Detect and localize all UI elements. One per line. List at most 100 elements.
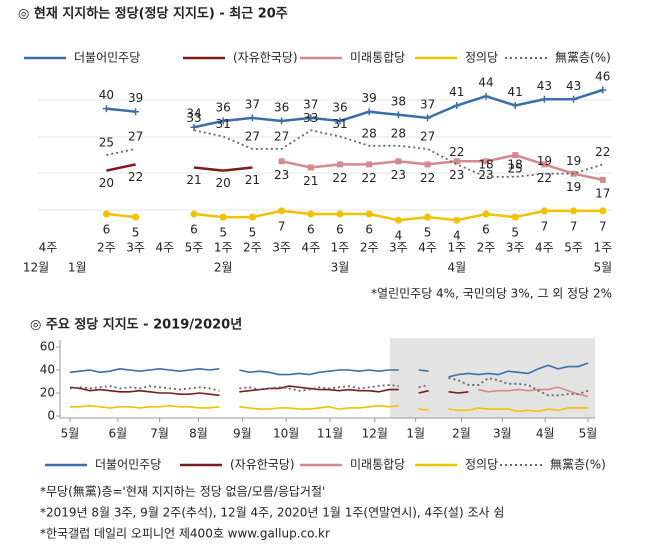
value-label: 40	[99, 88, 114, 102]
x-tick-label: 6월	[108, 427, 127, 441]
x-tick-label: 5월	[579, 427, 598, 441]
x-tick-label: 3주	[389, 241, 408, 255]
marker	[424, 161, 431, 168]
marker	[132, 108, 140, 116]
series-line	[69, 385, 220, 392]
x-tick-label: 5월	[61, 427, 80, 441]
marker	[482, 210, 490, 218]
value-label: 37	[420, 97, 435, 111]
value-label: 6	[307, 223, 315, 237]
series-line	[418, 369, 429, 372]
x-tick-label: 5주	[185, 241, 204, 255]
series-line	[106, 212, 136, 219]
chart-title: ◎ 현재 지지하는 정당(정당 지지도) - 최근 20주	[18, 6, 288, 22]
marker	[599, 207, 607, 215]
x-tick-label: 1월	[406, 427, 425, 441]
value-label: 31	[332, 117, 347, 131]
legend-label: (자유한국당)	[233, 51, 298, 65]
x-month-label: 5월	[593, 261, 612, 275]
marker	[248, 114, 256, 122]
x-tick-label: 8월	[189, 427, 208, 441]
value-label: 23	[478, 168, 493, 182]
marker	[570, 95, 578, 103]
value-label: 6	[365, 223, 373, 237]
legend-label: 정의당	[465, 458, 498, 472]
value-label: 39	[128, 91, 143, 105]
marker	[394, 216, 402, 224]
value-label: 36	[332, 101, 347, 115]
series-line	[193, 129, 604, 178]
marker	[540, 95, 548, 103]
x-tick-label: 5주	[564, 241, 583, 255]
value-label: 7	[599, 219, 607, 233]
marker	[278, 117, 286, 125]
x-tick-label: 2주	[97, 241, 116, 255]
value-label: 6	[103, 223, 111, 237]
value-label: 22	[332, 171, 347, 185]
value-label: 6	[190, 223, 198, 237]
x-tick-label: 3주	[506, 241, 525, 255]
footnote: *한국갤럽 데일리 오피니언 제400호 www.gallup.co.kr	[40, 527, 330, 541]
value-label: 23	[449, 168, 464, 182]
series-line	[239, 404, 399, 410]
value-label: 19	[537, 154, 552, 168]
value-label: 25	[99, 136, 114, 150]
value-label: 5	[424, 226, 432, 240]
value-label: 7	[278, 219, 286, 233]
x-tick-label: 1주	[593, 241, 612, 255]
value-label: 18	[478, 157, 493, 171]
value-label: 5	[132, 226, 140, 240]
marker	[307, 210, 315, 218]
y-tick-label: 20	[40, 386, 55, 400]
value-label: 46	[595, 70, 610, 84]
value-label: 28	[362, 126, 377, 140]
x-tick-label: 4주	[155, 241, 174, 255]
marker	[511, 213, 519, 221]
x-tick-label: 4월	[536, 427, 555, 441]
marker	[307, 114, 315, 122]
value-label: 36	[216, 101, 231, 115]
series-line	[448, 407, 588, 413]
x-tick-label: 4주	[535, 241, 554, 255]
x-tick-label: 3월	[493, 427, 512, 441]
x-tick-label: 10월	[273, 427, 299, 441]
value-label: 21	[303, 174, 318, 188]
marker	[511, 102, 519, 109]
marker	[365, 108, 373, 116]
x-tick-label: 1주	[214, 241, 233, 255]
legend-label: 미래통합당	[350, 51, 405, 65]
marker	[278, 207, 286, 215]
x-month-label: 4월	[447, 261, 466, 275]
x-month-label: 1월	[68, 261, 87, 275]
chart-title: ◎ 주요 정당 지지도 - 2019/2020년	[30, 317, 242, 333]
series-line	[418, 408, 429, 412]
series-line	[239, 384, 399, 392]
x-tick-label: 2월	[452, 427, 471, 441]
series-line	[418, 384, 429, 389]
legend-label: 정의당	[465, 51, 498, 65]
series-line	[106, 148, 136, 156]
marker	[453, 216, 461, 224]
value-label: 43	[537, 79, 552, 93]
value-label: 18	[508, 157, 523, 171]
value-label: 34	[186, 107, 201, 121]
value-label: 22	[420, 171, 435, 185]
series-line	[418, 389, 429, 394]
value-label: 37	[245, 97, 260, 111]
value-label: 6	[482, 223, 490, 237]
value-label: 21	[245, 173, 260, 187]
value-label: 39	[362, 91, 377, 105]
legend-label: 無黨층(%)	[555, 50, 611, 65]
value-label: 36	[274, 101, 289, 115]
series-line	[69, 368, 220, 374]
value-label: 38	[391, 94, 406, 108]
value-label: 20	[99, 176, 114, 190]
value-label: 22	[537, 171, 552, 185]
marker	[424, 213, 432, 221]
marker	[219, 213, 227, 221]
marker	[599, 176, 606, 183]
marker	[336, 210, 344, 218]
series-line	[70, 404, 220, 409]
series-line	[448, 391, 469, 394]
